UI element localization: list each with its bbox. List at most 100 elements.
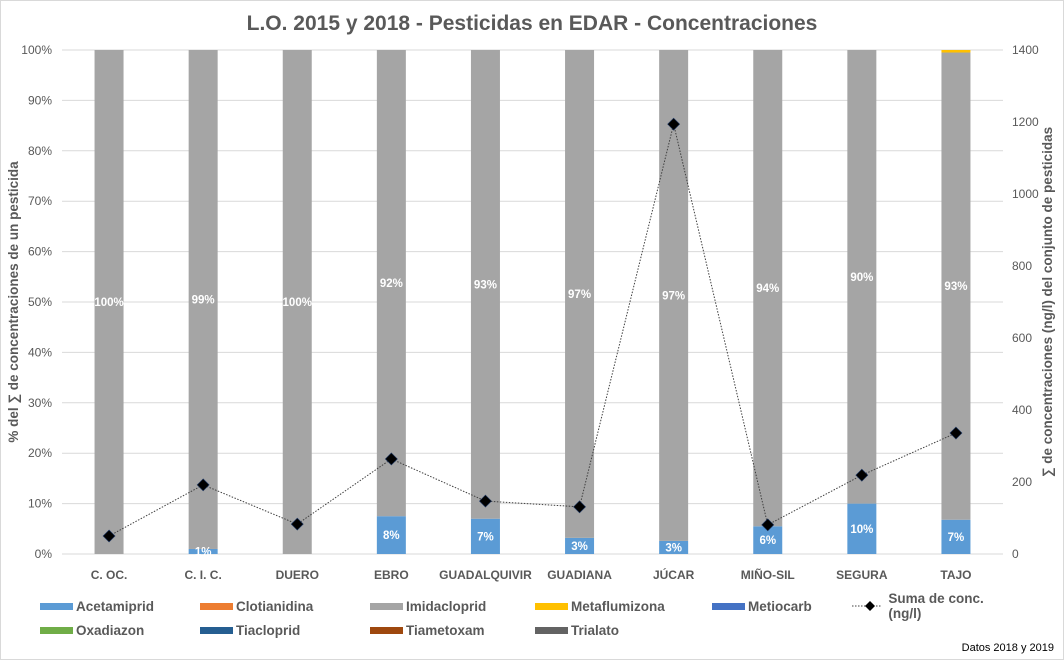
y2-tick-label: 1200	[1012, 115, 1039, 129]
legend-swatch	[370, 626, 403, 634]
legend-label: Oxadiazon	[76, 622, 145, 638]
y-tick-label: 90%	[28, 93, 52, 107]
chart-title: L.O. 2015 y 2018 - Pesticidas en EDAR - …	[246, 12, 818, 35]
y-tick-label: 30%	[28, 396, 52, 410]
x-tick-label: TAJO	[940, 568, 971, 582]
bar-segment-acetamiprid	[565, 537, 595, 554]
legend-item: Tiacloprid	[200, 621, 300, 639]
data-label: 94%	[756, 283, 779, 295]
legend-swatch	[40, 626, 73, 634]
bar-segment-acetamiprid	[188, 548, 218, 554]
data-label: 92%	[380, 278, 403, 290]
data-label: 1%	[195, 546, 212, 558]
legend-label: Trialato	[571, 622, 620, 638]
sum-marker	[949, 426, 963, 440]
y-tick-label: 10%	[28, 497, 52, 511]
data-label: 7%	[948, 532, 965, 544]
bar-segment-acetamiprid	[470, 518, 500, 554]
y-axis-title: % del ∑ de concentraciones de un pestici…	[6, 161, 21, 443]
legend-label: Acetamiprid	[76, 598, 155, 614]
data-label: 7%	[477, 531, 494, 543]
y-tick-label: 80%	[28, 144, 52, 158]
y-axis-right: 0 200 400 600 800 1000 1200 1400	[1012, 43, 1039, 561]
legend-label: Tiacloprid	[236, 622, 301, 638]
sum-marker	[855, 468, 869, 482]
x-tick-label: GUADALQUIVIR	[439, 568, 532, 582]
x-tick-label: DUERO	[276, 568, 319, 582]
legend-label: Suma de conc. (ng/l)	[888, 591, 984, 621]
y2-tick-label: 800	[1012, 259, 1032, 273]
bar-segment-acetamiprid	[659, 540, 689, 554]
legend-item: Oxadiazon	[40, 621, 144, 639]
sum-marker	[290, 517, 304, 531]
x-tick-label: JÚCAR	[653, 567, 695, 582]
bar-segment-metaflumizona	[941, 50, 971, 53]
y2-tick-label: 1000	[1012, 187, 1039, 201]
sum-marker	[196, 478, 210, 492]
sum-marker	[667, 117, 681, 131]
bar-segment-imidacloprid	[94, 50, 124, 554]
legend-label: Imidacloprid	[406, 598, 487, 614]
data-label: 100%	[94, 297, 123, 309]
legend-item: Imidacloprid	[370, 597, 486, 615]
y2-tick-label: 1400	[1012, 43, 1039, 57]
data-label: 10%	[850, 524, 873, 536]
y-axis-left: 0% 10% 20% 30% 40% 50% 60% 70% 80% 90% 100%	[21, 43, 52, 561]
sum-line	[102, 117, 963, 543]
data-label: 93%	[474, 279, 497, 291]
bar-segment-acetamiprid	[376, 516, 406, 554]
legend-item: Suma de conc. (ng/l)	[852, 591, 1000, 621]
y-tick-label: 70%	[28, 194, 52, 208]
legend-item: Acetamiprid	[40, 597, 154, 615]
y2-tick-label: 600	[1012, 331, 1032, 345]
legend-swatch	[535, 626, 568, 634]
y-tick-label: 60%	[28, 245, 52, 259]
data-label: 100%	[283, 297, 312, 309]
data-label: 3%	[571, 541, 588, 553]
sum-marker	[573, 500, 586, 514]
x-tick-label: GUADIANA	[547, 568, 612, 582]
legend-swatch	[40, 602, 73, 610]
sum-marker	[479, 494, 492, 508]
y2-tick-label: 0	[1012, 547, 1019, 561]
y-tick-label: 40%	[28, 345, 52, 359]
bar-segment-acetamiprid	[847, 503, 877, 554]
legend-swatch	[712, 602, 745, 610]
data-label: 99%	[192, 294, 215, 306]
y2-tick-label: 400	[1012, 403, 1032, 417]
data-label: 3%	[665, 542, 682, 554]
chart-svg: 100% 1% 99% 100% 8% 92% 7% 93% 3% 97% 3% 97% 6% 94% 10…	[6, 43, 1055, 582]
data-label: 93%	[944, 281, 967, 293]
sum-marker	[761, 518, 775, 532]
bars	[94, 50, 971, 554]
sum-marker	[102, 529, 116, 543]
y-tick-label: 0%	[35, 547, 53, 561]
legend-swatch	[370, 602, 403, 610]
y-tick-label: 100%	[21, 43, 52, 57]
y2-tick-label: 200	[1012, 475, 1032, 489]
legend-swatch	[200, 602, 233, 610]
y-tick-label: 20%	[28, 446, 52, 460]
data-label: 6%	[759, 535, 776, 547]
legend-label: Clotianidina	[236, 598, 314, 614]
bar-segment-acetamiprid	[941, 519, 971, 554]
legend-item: Tiametoxam	[370, 621, 485, 639]
bar-segment-imidacloprid	[565, 50, 595, 538]
data-label: 97%	[662, 290, 685, 302]
bar-segment-imidacloprid	[753, 50, 783, 527]
data-label: 90%	[850, 272, 873, 284]
legend-label: Metaflumizona	[571, 598, 665, 614]
legend-label: Tiametoxam	[406, 622, 485, 638]
legend-swatch	[535, 602, 568, 610]
sum-line-path	[108, 124, 957, 537]
x-tick-label: MIÑO-SIL	[741, 567, 795, 582]
data-label: 97%	[568, 289, 591, 301]
legend-item: Clotianidina	[200, 597, 313, 615]
legend-item: Metiocarb	[712, 597, 812, 615]
sum-marker	[384, 452, 398, 466]
legend-item: Trialato	[535, 621, 619, 639]
legend: Acetamiprid Clotianidina Imidacloprid Metaf…	[40, 591, 1000, 640]
x-tick-label: C. I. C.	[184, 568, 221, 582]
legend-label: Metiocarb	[748, 598, 812, 614]
bar-segment-imidacloprid	[376, 50, 406, 517]
